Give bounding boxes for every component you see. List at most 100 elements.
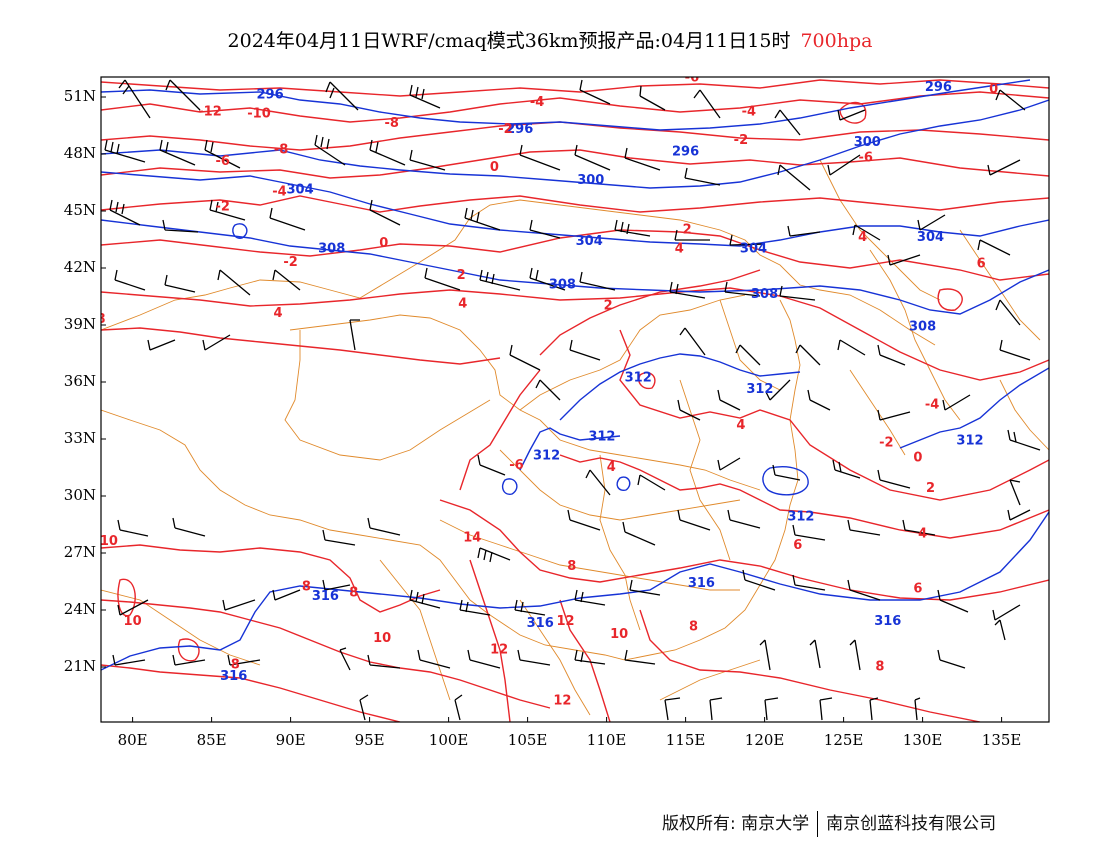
- height-label: 312: [746, 382, 773, 397]
- temperature-labels: -12 -10 -8 -8 -6 -6 -6 -4 -4 -4 -2 -2 -2 -2 0 0 0 0 -2 2 2 2 2…: [96, 71, 998, 709]
- lon-tick-label: 100E: [429, 731, 469, 749]
- temperature-label: -4: [742, 105, 756, 120]
- height-label: 316: [312, 589, 339, 604]
- chart-title: 2024年04月11日WRF/cmaq模式36km预报产品:04月11日15时 7…: [0, 26, 1100, 53]
- lat-tick-label: 36N: [64, 372, 96, 390]
- lon-tick-label: 80E: [118, 731, 148, 749]
- height-label: 312: [956, 433, 983, 448]
- temperature-label: 8: [96, 312, 105, 327]
- company-text: 南京创蓝科技有限公司: [826, 814, 997, 834]
- lon-tick-label: 85E: [197, 731, 227, 749]
- lon-tick-label: 90E: [276, 731, 306, 749]
- wind-barbs: [104, 79, 1041, 721]
- temperature-label: 2: [683, 223, 692, 238]
- border-lines: [101, 159, 1049, 716]
- height-labels: 296 296 296 296 300 300 304 304 304 304 308 308 308 3…: [220, 80, 983, 684]
- temperature-label: 4: [607, 460, 616, 475]
- title-level: 700hpa: [800, 30, 873, 52]
- height-label: 312: [533, 449, 560, 464]
- lon-tick-label: 95E: [355, 731, 385, 749]
- temperature-label: 0: [490, 160, 499, 175]
- temperature-label: 14: [463, 530, 481, 545]
- temperature-label: 10: [610, 627, 628, 642]
- temperature-label: -8: [274, 143, 288, 158]
- height-label: 296: [506, 122, 533, 137]
- height-label: 308: [909, 319, 936, 334]
- temperature-label: 4: [458, 297, 467, 312]
- temperature-label: 12: [490, 642, 508, 657]
- temperature-label: 12: [553, 694, 571, 709]
- temperature-label: -6: [858, 150, 872, 165]
- temperature-label: -2: [215, 200, 229, 215]
- temperature-label: -4: [530, 95, 544, 110]
- lon-tick-label: 130E: [903, 731, 943, 749]
- lat-tick-label: 42N: [64, 258, 96, 276]
- footer-divider: [817, 811, 819, 837]
- height-label: 316: [527, 616, 554, 631]
- temperature-label: -4: [272, 185, 286, 200]
- temperature-label: 4: [858, 230, 867, 245]
- temperature-label: 4: [273, 306, 282, 321]
- temperature-label: 0: [989, 82, 998, 97]
- temperature-label: 8: [349, 585, 358, 600]
- height-label: 300: [854, 135, 881, 150]
- temperature-label: -10: [247, 107, 271, 122]
- height-label: 296: [925, 80, 952, 95]
- lat-tick-label: 21N: [64, 657, 96, 675]
- title-main: 2024年04月11日WRF/cmaq模式36km预报产品:04月11日15时: [227, 30, 791, 52]
- temperature-label: -2: [879, 435, 893, 450]
- temperature-label: -2: [734, 133, 748, 148]
- temperature-label: -4: [925, 397, 939, 412]
- temperature-label: -8: [384, 116, 398, 131]
- temperature-label: 6: [913, 582, 922, 597]
- temperature-label: 8: [689, 620, 698, 635]
- temperature-label: -6: [509, 458, 523, 473]
- temperature-label: -6: [685, 71, 699, 86]
- lon-tick-label: 125E: [824, 731, 864, 749]
- temperature-label: 0: [379, 236, 388, 251]
- lat-tick-label: 48N: [64, 144, 96, 162]
- lat-tick-label: 24N: [64, 600, 96, 618]
- lat-tick-label: 30N: [64, 486, 96, 504]
- height-label: 304: [740, 242, 767, 257]
- temperature-label: 8: [875, 660, 884, 675]
- height-label: 304: [917, 230, 944, 245]
- height-label: 312: [787, 509, 814, 524]
- lon-tick-label: 115E: [666, 731, 706, 749]
- height-label: 296: [672, 145, 699, 160]
- lon-tick-label: 110E: [587, 731, 627, 749]
- temperature-label: 2: [926, 481, 935, 496]
- height-label: 304: [576, 234, 603, 249]
- temperature-label: 6: [793, 538, 802, 553]
- height-label: 316: [874, 614, 901, 629]
- height-label: 300: [577, 173, 604, 188]
- height-label: 308: [751, 287, 778, 302]
- lat-tick-label: 45N: [64, 201, 96, 219]
- temperature-label: -2: [283, 255, 297, 270]
- footer: 版权所有: 南京大学 南京创蓝科技有限公司: [662, 809, 996, 837]
- lat-tick-label: 33N: [64, 429, 96, 447]
- temperature-label: 4: [736, 418, 745, 433]
- lat-tick-label: 51N: [64, 87, 96, 105]
- temperature-label: -2: [498, 122, 512, 137]
- temperature-label: 10: [100, 534, 118, 549]
- temperature-label: 2: [457, 268, 466, 283]
- temperature-label: 8: [302, 580, 311, 595]
- temperature-label: 12: [556, 614, 574, 629]
- lon-tick-label: 135E: [982, 731, 1022, 749]
- height-label: 308: [318, 242, 345, 257]
- temperature-label: 0: [913, 451, 922, 466]
- lon-tick-label: 105E: [508, 731, 548, 749]
- temperature-label: 4: [675, 242, 684, 257]
- temperature-label: 10: [124, 614, 142, 629]
- height-label: 296: [257, 88, 284, 103]
- temperature-label: -12: [198, 105, 222, 120]
- plot-frame: [100, 76, 1050, 723]
- height-label: 312: [625, 371, 652, 386]
- height-label: 316: [688, 576, 715, 591]
- temperature-label: 8: [567, 559, 576, 574]
- temperature-label: 10: [373, 631, 391, 646]
- height-contours: [101, 79, 1049, 671]
- height-label: 316: [220, 669, 247, 684]
- latitude-axis: 51N 48N 45N 42N 39N 36N 33N 30N 27N 24N 21N: [64, 87, 106, 675]
